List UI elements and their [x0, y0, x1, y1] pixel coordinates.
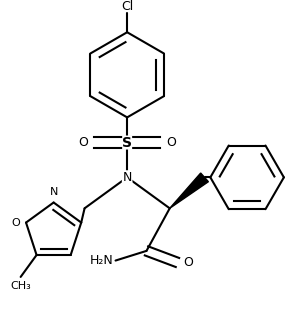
Text: O: O: [11, 217, 20, 227]
Text: Cl: Cl: [121, 0, 133, 13]
Text: S: S: [122, 136, 132, 150]
Polygon shape: [170, 173, 208, 208]
Text: O: O: [166, 136, 176, 149]
Text: O: O: [79, 136, 88, 149]
Text: N: N: [122, 171, 132, 184]
Text: CH₃: CH₃: [10, 281, 31, 291]
Text: H₂N: H₂N: [90, 254, 114, 267]
Text: N: N: [50, 187, 58, 197]
Text: O: O: [183, 256, 193, 269]
